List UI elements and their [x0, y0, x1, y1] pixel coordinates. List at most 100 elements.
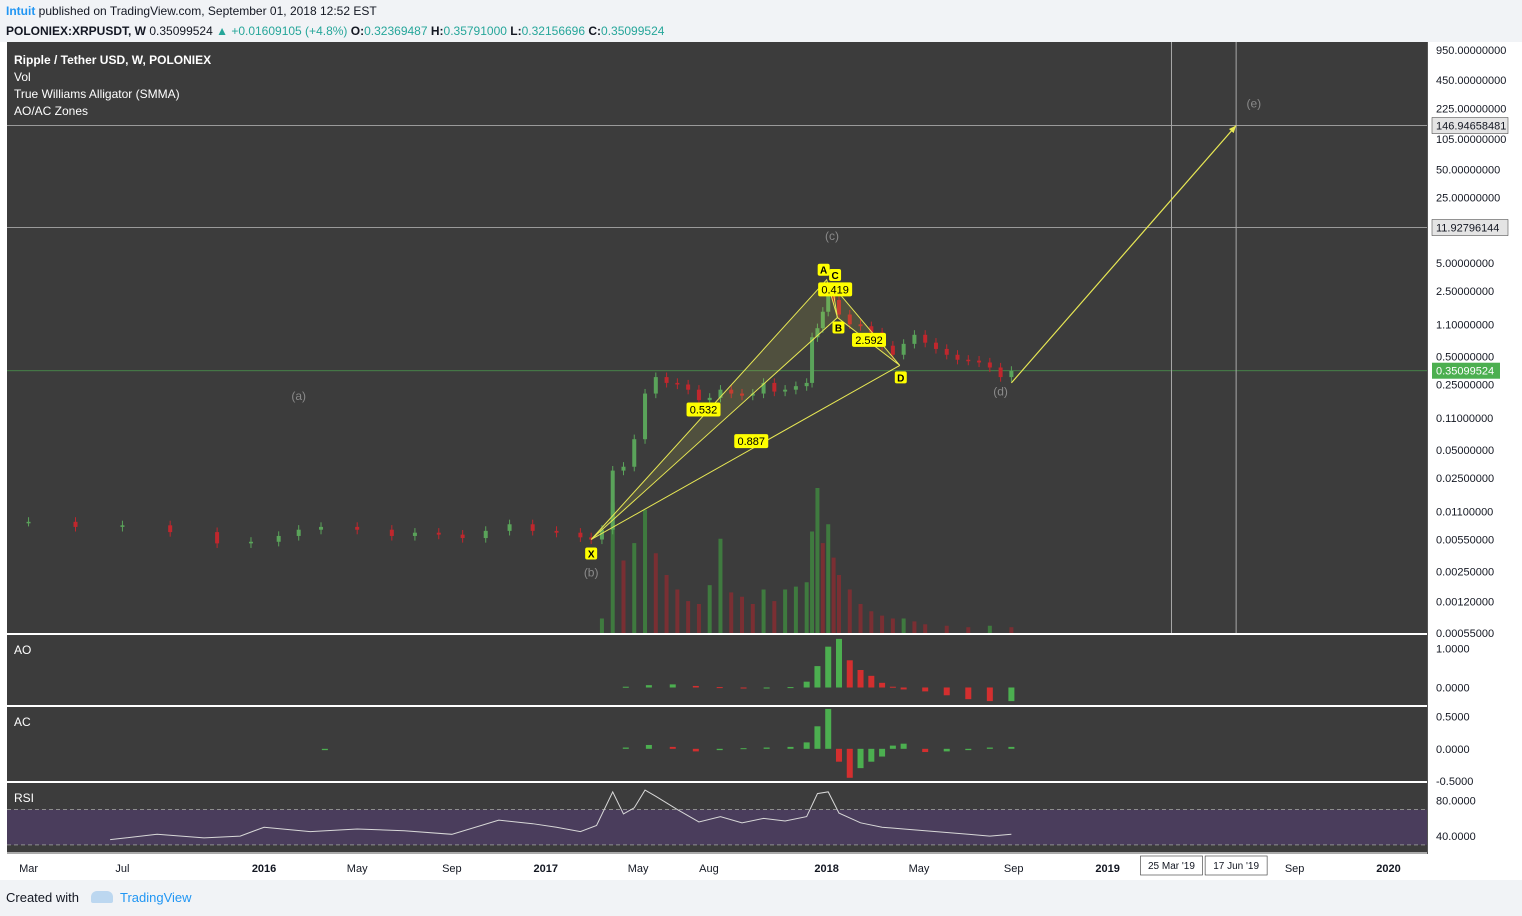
svg-text:C: C	[831, 271, 838, 282]
time-tick-label: 2016	[252, 863, 276, 875]
ac-bar	[740, 748, 747, 750]
tradingview-link[interactable]: TradingView	[120, 890, 192, 905]
time-marker-tag[interactable]: 25 Mar '19	[1140, 855, 1203, 876]
svg-text:D: D	[897, 373, 904, 384]
time-tick-label: 2019	[1095, 863, 1119, 875]
candle-body	[761, 382, 766, 394]
candle-body	[319, 526, 324, 530]
candle-body	[120, 525, 125, 527]
rsi-line	[110, 789, 1012, 841]
candle-body	[912, 334, 917, 344]
price-axis[interactable]: 950.00000000 450.00000000 225.00000000 105.…	[1431, 45, 1509, 843]
ohlc-bar: POLONIEX:XRPUSDT, W 0.35099524 ▲ +0.0160…	[0, 22, 1522, 42]
candle-body	[507, 524, 512, 531]
volume-bar	[815, 488, 820, 633]
svg-text:0.35099524: 0.35099524	[1436, 366, 1494, 378]
wave-label: (d)	[993, 385, 1008, 399]
ao-bar	[645, 685, 652, 688]
xabcd-point-a[interactable]: A	[817, 263, 830, 277]
volume-bar	[718, 538, 723, 633]
current-price-tag[interactable]: 0.35099524	[1432, 362, 1500, 379]
price-tick-label: 5.00000000	[1436, 258, 1494, 270]
wave-label: (a)	[291, 389, 306, 403]
candle-body	[248, 541, 253, 544]
legend: Ripple / Tether USD, W, POLONIEX Vol Tru…	[14, 53, 211, 118]
time-marker-tag[interactable]: 17 Jun '19	[1204, 855, 1268, 876]
ac-bar	[622, 747, 629, 749]
volume-bar	[987, 625, 992, 633]
ac-bar	[857, 748, 864, 769]
level-price-tag[interactable]: 11.92796144	[1431, 219, 1509, 236]
price-tick-label: 50.00000000	[1436, 164, 1500, 176]
legend-alligator: True Williams Alligator (SMMA)	[14, 87, 180, 101]
candle-body	[355, 526, 360, 530]
time-tick-label: Sep	[1004, 863, 1024, 875]
xabcd-ratio-label[interactable]: 0.887	[734, 434, 769, 449]
volume-bar	[653, 553, 658, 633]
price-tick-label: 0.05000000	[1436, 445, 1494, 457]
volume-bar	[820, 543, 825, 633]
author-link[interactable]: Intuit	[6, 4, 36, 18]
time-axis[interactable]: Mar Jul 2016 May Sep 2017 May Aug 2018 May Sep 2019…	[7, 852, 1427, 876]
svg-text:B: B	[835, 324, 842, 335]
ac-bar	[868, 748, 875, 762]
price-tick-label: 105.00000000	[1436, 134, 1506, 146]
price-tick-label: 2.50000000	[1436, 286, 1494, 298]
volume-bar	[831, 557, 836, 633]
candle-body	[718, 389, 723, 398]
xabcd-point-x[interactable]: X	[585, 547, 598, 560]
ac-bar	[803, 742, 810, 749]
volume-bar	[750, 604, 755, 633]
volume-bar	[599, 618, 604, 633]
open-label: O:	[350, 24, 365, 38]
xd-line[interactable]	[590, 364, 901, 540]
ao-bar	[692, 685, 699, 688]
svg-text:2.592: 2.592	[855, 335, 883, 347]
svg-text:25 Mar '19: 25 Mar '19	[1148, 861, 1195, 872]
volume-bar	[793, 586, 798, 633]
volume-bar	[707, 585, 712, 633]
ac-bar	[669, 746, 676, 749]
ao-bar	[1008, 687, 1015, 702]
candle-body	[621, 466, 626, 471]
ao-bar	[814, 666, 821, 688]
ao-bar	[889, 686, 896, 688]
ao-bar	[825, 646, 832, 688]
xabcd-point-c[interactable]: C	[829, 268, 842, 282]
xabcd-ratio-label[interactable]: 0.419	[818, 282, 853, 297]
price-tick-label: 950.00000000	[1436, 45, 1506, 57]
panel-backgrounds	[7, 42, 1522, 880]
candle-body	[483, 530, 488, 539]
candle-body	[589, 537, 594, 540]
ac-bar	[922, 748, 929, 753]
xabcd-ratio-label[interactable]: 2.592	[852, 332, 887, 347]
ao-bar	[900, 687, 907, 690]
projection-arrow[interactable]	[1010, 125, 1237, 384]
volume-bar	[826, 524, 831, 633]
close-label: C:	[588, 24, 602, 38]
candle-body	[632, 439, 637, 467]
legend-vol: Vol	[14, 70, 31, 84]
candle-body	[966, 359, 971, 362]
ac-label: AC	[14, 715, 31, 729]
xabcd-pattern[interactable]: X A B C D 0.532 0.887 0.419 2.592 (a) (b) (c) (d) (e)	[291, 96, 1261, 579]
wave-label: (b)	[584, 566, 599, 580]
ac-bar	[814, 726, 821, 749]
price-tick-label: 450.00000000	[1436, 75, 1506, 87]
candle-body	[610, 470, 615, 530]
candle-body	[554, 530, 559, 533]
chart-canvas[interactable]: X A B C D 0.532 0.887 0.419 2.592 (a) (b) (c) (d) (e)…	[0, 42, 1522, 880]
xabcd-point-b[interactable]: B	[832, 321, 845, 335]
level-price-tag[interactable]: 146.94658481	[1431, 117, 1509, 134]
grid-lines	[7, 42, 1427, 633]
svg-text:0.419: 0.419	[821, 284, 849, 296]
candle-body	[530, 524, 535, 531]
xabcd-point-d[interactable]: D	[894, 371, 907, 384]
ac-bar	[943, 748, 950, 752]
time-tick-label: 2020	[1376, 863, 1400, 875]
xabcd-ratio-label[interactable]: 0.532	[686, 402, 721, 417]
volume-bar	[664, 575, 669, 633]
candle-body	[26, 521, 31, 524]
candle-body	[653, 377, 658, 394]
ao-bar	[986, 687, 993, 702]
